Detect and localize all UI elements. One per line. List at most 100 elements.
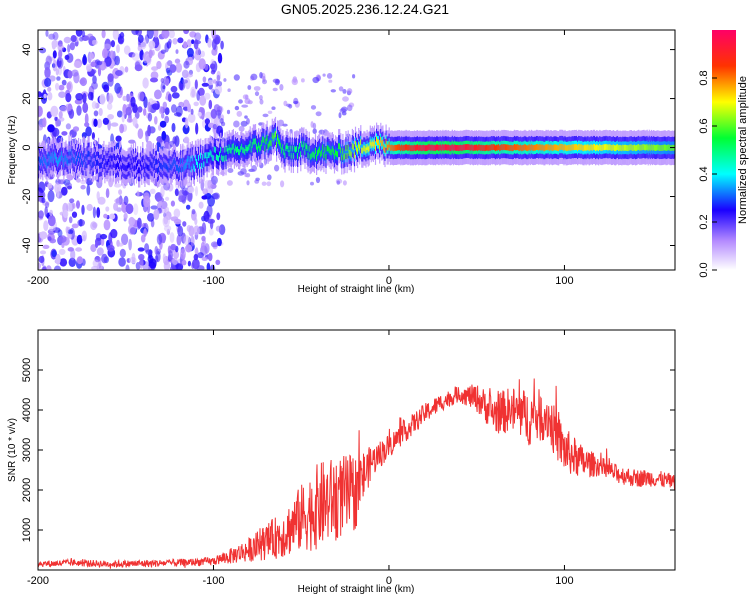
colorbar-ticks: 0.0 0.2 0.4 0.6 0.8 xyxy=(698,70,717,278)
heatmap-noise-cell xyxy=(233,120,240,128)
heatmap-ridge-cell xyxy=(46,162,48,169)
heatmap-ridge-cell xyxy=(278,138,280,145)
heatmap-ridge-cell xyxy=(640,144,642,151)
heatmap-ridge-cell xyxy=(616,144,618,151)
heatmap-ridge-cell xyxy=(123,164,125,170)
heatmap-ridge-cell xyxy=(469,145,471,151)
heatmap-ridge-cell xyxy=(629,144,631,151)
heatmap-noise-cell xyxy=(206,262,211,270)
heatmap-noise-cell xyxy=(99,233,108,240)
heatmap-ridge-cell xyxy=(384,147,386,153)
heatmap-noise-cell xyxy=(151,103,160,110)
heatmap-ridge-cell xyxy=(615,145,617,152)
heatmap-ridge-cell xyxy=(185,162,187,169)
heatmap-noise-cell xyxy=(220,40,224,50)
heatmap-ridge-cell xyxy=(576,144,578,150)
heatmap-ridge-cell xyxy=(666,145,668,151)
heatmap-ridge-cell xyxy=(192,163,194,170)
heatmap-ridge-cell xyxy=(358,142,360,149)
heatmap-ridge-cell xyxy=(206,157,208,164)
heatmap-noise-cell xyxy=(43,220,49,232)
heatmap-ridge-cell xyxy=(308,145,310,152)
heatmap-ridge-cell xyxy=(376,136,378,143)
heatmap-ridge-cell xyxy=(291,145,293,152)
heatmap-noise-cell xyxy=(262,79,267,85)
heatmap-ridge-cell xyxy=(490,144,492,150)
heatmap-noise-cell xyxy=(96,191,100,201)
heatmap-noise-cell xyxy=(201,222,207,235)
heatmap-ridge-cell xyxy=(252,138,254,145)
heatmap-ridge-cell xyxy=(605,143,607,150)
heatmap-noise-cell xyxy=(40,191,46,200)
heatmap-noise-cell xyxy=(117,242,124,247)
heatmap-noise-cell xyxy=(122,95,127,102)
heatmap-noise-cell xyxy=(44,77,52,87)
heatmap-ridge-cell xyxy=(114,164,117,171)
heatmap-ridge-cell xyxy=(147,164,149,171)
heatmap-ridge-cell xyxy=(568,144,570,151)
heatmap-ridge-cell xyxy=(274,131,277,137)
heatmap-noise-cell xyxy=(138,254,145,261)
heatmap-ridge-cell xyxy=(667,144,669,151)
heatmap-ridge-cell xyxy=(526,145,528,152)
heatmap-ridge-cell xyxy=(158,166,160,173)
heatmap-ridge-cell xyxy=(422,145,424,151)
heatmap-ridge-cell xyxy=(596,144,598,151)
heatmap-noise-cell xyxy=(59,105,67,113)
heatmap-noise-cell xyxy=(186,204,191,210)
heatmap-noise-cell xyxy=(234,105,240,111)
heatmap-noise-cell xyxy=(105,206,110,212)
heatmap-noise-cell xyxy=(208,252,213,262)
heatmap-noise-cell xyxy=(198,201,204,209)
heatmap-ridge-cell xyxy=(53,151,55,158)
heatmap-ridge-cell xyxy=(143,163,145,170)
heatmap-noise-cell xyxy=(42,244,50,249)
heatmap-ridge-cell xyxy=(417,144,419,151)
heatmap-ridge-cell xyxy=(483,144,485,151)
heatmap-ridge-cell xyxy=(316,154,318,161)
heatmap-ridge-cell xyxy=(610,145,612,151)
heatmap-noise-cell xyxy=(338,112,342,119)
heatmap-noise-cell xyxy=(312,76,320,84)
heatmap-ridge-cell xyxy=(620,144,622,151)
heatmap-ridge-cell xyxy=(223,155,225,162)
heatmap-noise-cell xyxy=(67,44,71,53)
heatmap-ridge-cell xyxy=(272,135,274,142)
heatmap-noise-cell xyxy=(185,244,193,253)
heatmap-noise-cell xyxy=(170,85,178,93)
heatmap-ridge-cell xyxy=(493,144,496,151)
heatmap-noise-cell xyxy=(322,73,326,77)
heatmap-noise-cell xyxy=(47,86,52,92)
heatmap-noise-cell xyxy=(76,105,82,116)
heatmap-ridge-cell xyxy=(160,162,162,169)
heatmap-ridge-cell xyxy=(285,145,287,152)
heatmap-noise-cell xyxy=(55,68,59,76)
heatmap-ridge-cell xyxy=(364,145,366,152)
heatmap-noise-cell xyxy=(202,188,208,195)
heatmap-ridge-cell xyxy=(551,145,553,151)
heatmap-noise-cell xyxy=(110,40,115,48)
heatmap-noise-cell xyxy=(80,179,87,185)
heatmap-noise-cell xyxy=(81,230,88,242)
heatmap-noise-cell xyxy=(128,238,132,251)
heatmap-ridge-cell xyxy=(597,144,599,151)
heatmap-noise-cell xyxy=(65,103,73,112)
heatmap-noise-cell xyxy=(163,225,172,232)
heatmap-ridge-cell xyxy=(62,155,64,162)
heatmap-ridge-cell xyxy=(536,144,538,150)
heatmap-ridge-cell xyxy=(311,151,313,158)
heatmap-noise-cell xyxy=(173,112,182,117)
heatmap-ridge-cell xyxy=(331,146,333,153)
heatmap-ridge-cell xyxy=(582,145,584,151)
heatmap-ridge-cell xyxy=(421,145,423,152)
heatmap-noise-cell xyxy=(177,225,184,237)
heatmap-ridge-cell xyxy=(583,145,585,152)
heatmap-noise-cell xyxy=(39,231,48,240)
heatmap-noise-cell xyxy=(211,48,218,56)
heatmap-ridge-cell xyxy=(381,140,383,147)
heatmap-noise-cell xyxy=(125,264,130,270)
heatmap-ridge-cell xyxy=(112,161,114,168)
heatmap-noise-cell xyxy=(174,188,179,197)
heatmap-ridge-cell xyxy=(557,145,559,151)
